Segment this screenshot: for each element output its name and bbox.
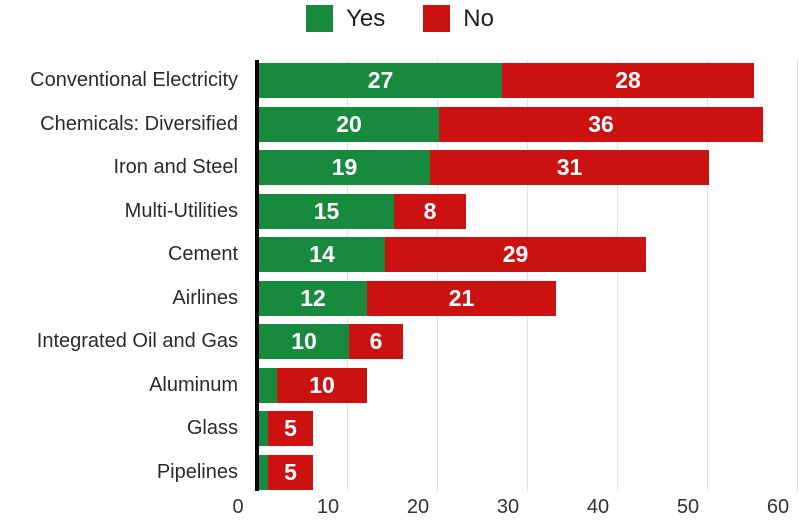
bar-row: Cement 14 29: [0, 237, 800, 272]
bar-row: Iron and Steel 19 31: [0, 150, 800, 185]
gridline-x-60: [797, 60, 798, 491]
bar-row: Integrated Oil and Gas 10 6: [0, 324, 800, 359]
bar-segment-no: 28: [502, 63, 754, 98]
bar-row: Multi-Utilities 15 8: [0, 193, 800, 229]
bar-segment-no: 21: [367, 280, 556, 316]
bar-segment-yes: 20: [259, 106, 439, 142]
bar-segment-yes: 14: [259, 237, 385, 272]
bar-value-label: 36: [588, 110, 614, 137]
bar-segment-no: 31: [430, 150, 709, 185]
bar-segment-yes: [259, 454, 268, 490]
x-tick-label-10: 10: [316, 496, 340, 518]
bar-row: Aluminum 10: [0, 367, 800, 403]
category-label: Pipelines: [156, 460, 238, 483]
legend-item-no: No: [423, 4, 494, 32]
bar-segment-yes: 12: [259, 280, 367, 316]
category-label: Cement: [167, 243, 238, 265]
gridline-x-10: [347, 60, 348, 491]
bar-value-label: 5: [284, 458, 297, 485]
bar-value-label: 6: [369, 328, 383, 354]
bar-row: Conventional Electricity 27 28: [0, 63, 800, 98]
bar-value-label: 20: [336, 110, 362, 137]
bar-segment-yes: 27: [259, 63, 502, 98]
category-label: Integrated Oil and Gas: [36, 330, 238, 352]
legend-item-yes: Yes: [306, 4, 386, 32]
bar-value-label: 14: [309, 241, 335, 267]
bar-row: Airlines 12 21: [0, 280, 800, 316]
bar-value-label: 28: [615, 67, 641, 93]
bar-segment-no: 6: [349, 324, 403, 359]
gridline-x-40: [617, 60, 618, 491]
bar-segment-yes: 10: [259, 324, 349, 359]
bar-value-label: 19: [331, 154, 358, 180]
category-label: Glass: [186, 417, 238, 439]
category-label: Iron and Steel: [113, 156, 238, 178]
bar-segment-yes: 19: [259, 150, 430, 185]
x-tick-label-30: 30: [496, 496, 520, 518]
bar-value-label: 5: [284, 415, 297, 441]
legend: Yes No: [0, 2, 800, 34]
bar-value-label: 10: [291, 328, 317, 354]
bar-value-label: 15: [313, 197, 340, 224]
x-tick-label-0: 0: [232, 496, 244, 518]
gridline-x-30: [527, 60, 528, 491]
legend-swatch-yes: [306, 4, 334, 32]
category-label: Airlines: [172, 286, 238, 309]
category-label: Aluminum: [149, 373, 238, 396]
category-label: Multi-Utilities: [124, 199, 238, 222]
bar-segment-no: 29: [385, 237, 646, 272]
bar-segment-yes: [259, 411, 268, 446]
category-label: Chemicals: Diversified: [40, 112, 238, 135]
bar-segment-no: 8: [394, 193, 466, 229]
bar-value-label: 12: [300, 284, 326, 311]
x-tick-label-40: 40: [586, 496, 610, 518]
x-tick-label-20: 20: [406, 496, 430, 518]
bar-segment-yes: [259, 367, 277, 403]
category-label: Conventional Electricity: [30, 69, 238, 91]
bar-value-label: 29: [502, 241, 529, 267]
gridline-x-50: [707, 60, 708, 491]
bar-segment-yes: 15: [259, 193, 394, 229]
legend-label-no: No: [463, 4, 494, 32]
bar-row: Glass 5: [0, 411, 800, 446]
bar-row: Pipelines 5: [0, 454, 800, 490]
legend-label-yes: Yes: [346, 4, 386, 32]
gridline-x-20: [437, 60, 438, 491]
bar-segment-no: 5: [268, 411, 313, 446]
y-axis-baseline: [255, 60, 259, 491]
bar-row: Chemicals: Diversified 20 36: [0, 106, 800, 142]
bar-segment-no: 10: [277, 367, 367, 403]
bar-value-label: 27: [367, 67, 394, 93]
bar-segment-no: 36: [439, 106, 763, 142]
legend-swatch-no: [423, 4, 451, 32]
bar-value-label: 10: [309, 371, 335, 398]
bar-value-label: 31: [556, 154, 583, 180]
bar-value-label: 8: [423, 197, 437, 224]
bar-segment-no: 5: [268, 454, 313, 490]
x-tick-label-60: 60: [766, 496, 790, 518]
x-tick-label-50: 50: [676, 496, 700, 518]
bar-value-label: 21: [448, 284, 475, 311]
